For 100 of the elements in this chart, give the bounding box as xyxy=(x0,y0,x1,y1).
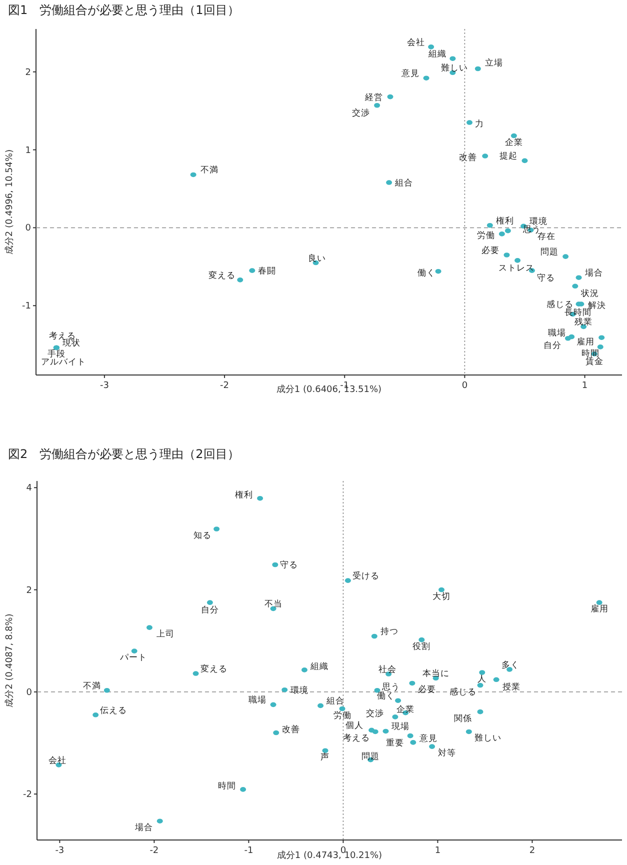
annotation: 状況 xyxy=(580,288,600,300)
annotation: 多く xyxy=(502,659,520,670)
annotation: 考える xyxy=(342,732,370,744)
annotation: 不満 xyxy=(200,164,218,176)
annotation: 働く xyxy=(417,267,436,278)
annotation: 賃金 xyxy=(585,356,604,367)
x-tick-label: -1 xyxy=(244,846,254,856)
annotation: アルバイト xyxy=(40,358,86,368)
annotation: ストレス xyxy=(498,263,535,274)
x-tick-label: -2 xyxy=(150,846,159,856)
annotation: 立場 xyxy=(484,58,503,69)
annotation: 個人 xyxy=(346,720,364,732)
annotation: 場合 xyxy=(134,822,153,834)
y-axis-title: 成分2 (0.4087, 8.8%) xyxy=(4,614,15,708)
annotation: 場合 xyxy=(584,268,603,279)
y-tick-label: -1 xyxy=(22,302,31,312)
y-tick-label: 2 xyxy=(26,586,32,596)
annotation: 提起 xyxy=(500,150,518,162)
x-tick-label: -3 xyxy=(100,381,109,391)
annotation: 労働 xyxy=(476,230,495,241)
annotation: 変える xyxy=(208,270,236,281)
annotation: 組合 xyxy=(394,178,414,189)
annotation: 労働 xyxy=(333,710,352,721)
annotation: 伝える xyxy=(100,704,128,716)
annotation: 雇用 xyxy=(576,336,595,348)
annotation: 改善 xyxy=(459,152,478,164)
annotation: 会社 xyxy=(48,754,67,766)
x-tick-label: 0 xyxy=(340,846,346,856)
annotation: 守る xyxy=(536,272,555,284)
annotation: 組織 xyxy=(428,48,447,60)
x-tick-label: 1 xyxy=(434,846,441,856)
annotation: 感じる xyxy=(450,686,477,698)
y-axis-title: 成分2 (0.4996, 10.54%) xyxy=(4,149,15,255)
annotation: 自分 xyxy=(544,340,562,351)
x-tick-label: 2 xyxy=(529,846,536,856)
annotation: 組合 xyxy=(326,696,345,707)
annotation: 春闘 xyxy=(258,266,276,277)
y-tick-label: 4 xyxy=(26,484,32,494)
annotation: 良い xyxy=(308,252,326,264)
annotation: 会社 xyxy=(407,36,426,48)
annotation: 雇用 xyxy=(590,604,608,615)
annotation: 交渉 xyxy=(366,708,384,719)
annotation: 時間 xyxy=(218,780,236,792)
chart-title: 図1 労働組合が必要と思う理由（1回目） xyxy=(8,3,240,17)
annotation: 職場 xyxy=(248,694,266,706)
y-tick-label: 1 xyxy=(25,146,31,156)
annotation: 経営 xyxy=(364,92,384,103)
annotation: 手段 xyxy=(47,348,66,360)
annotation: 環境 xyxy=(530,216,548,228)
x-tick-label: -2 xyxy=(220,381,230,391)
annotation: 役割 xyxy=(412,640,431,652)
annotation: 意見 xyxy=(418,732,438,744)
annotation: 知る xyxy=(194,530,212,542)
annotation: 重要 xyxy=(386,737,404,748)
annotation: 声 xyxy=(320,752,330,763)
annotation: 持つ xyxy=(380,626,398,638)
annotation: 授業 xyxy=(502,682,520,693)
x-tick-label: 1 xyxy=(582,381,588,391)
annotation: 改善 xyxy=(282,724,300,735)
annotation: 不当 xyxy=(264,598,282,610)
annotation: 力 xyxy=(474,118,484,130)
annotation: 対等 xyxy=(438,748,456,759)
annotation: 意見 xyxy=(400,68,420,80)
annotation: 守る xyxy=(280,560,298,571)
annotation: 残業 xyxy=(574,316,593,328)
annotation: 働く xyxy=(377,690,396,702)
annotation: 職場 xyxy=(548,327,566,338)
x-tick-label: 0 xyxy=(462,381,468,391)
annotation: 本当に xyxy=(422,668,450,680)
annotation: 難しい xyxy=(474,732,502,744)
y-tick-label: 0 xyxy=(25,224,32,234)
x-tick-label: -3 xyxy=(55,846,64,856)
chart-title: 図2 労働組合が必要と思う理由（2回目） xyxy=(8,447,240,461)
annotation: 問題 xyxy=(362,750,380,762)
annotation: 権利 xyxy=(235,489,254,500)
annotation: 思う xyxy=(381,681,400,692)
annotation: 人 xyxy=(478,674,487,684)
annotation: 企業 xyxy=(504,136,523,148)
annotation: 必要 xyxy=(418,684,436,696)
annotation: 存在 xyxy=(538,231,556,242)
annotation: パート xyxy=(118,653,147,664)
annotation: 問題 xyxy=(540,246,559,258)
annotation: 組織 xyxy=(309,660,328,672)
annotation: 社会 xyxy=(378,664,397,676)
annotation: 不満 xyxy=(82,680,101,692)
annotation: 関係 xyxy=(454,712,472,724)
annotation: 受ける xyxy=(352,570,380,582)
annotation: 必要 xyxy=(482,244,500,256)
annotation: 変える xyxy=(200,664,228,675)
annotation: 環境 xyxy=(290,684,309,696)
annotation: 自分 xyxy=(200,604,219,616)
y-tick-label: 2 xyxy=(25,68,31,78)
annotation: 権利 xyxy=(496,215,514,226)
annotation: 交渉 xyxy=(352,107,370,118)
y-tick-label: 0 xyxy=(26,688,32,698)
y-tick-label: -2 xyxy=(23,790,32,800)
annotation: 現場 xyxy=(392,721,410,732)
annotation: 企業 xyxy=(396,704,415,715)
annotation: 大切 xyxy=(432,590,450,602)
annotation: 難しい xyxy=(441,62,468,74)
